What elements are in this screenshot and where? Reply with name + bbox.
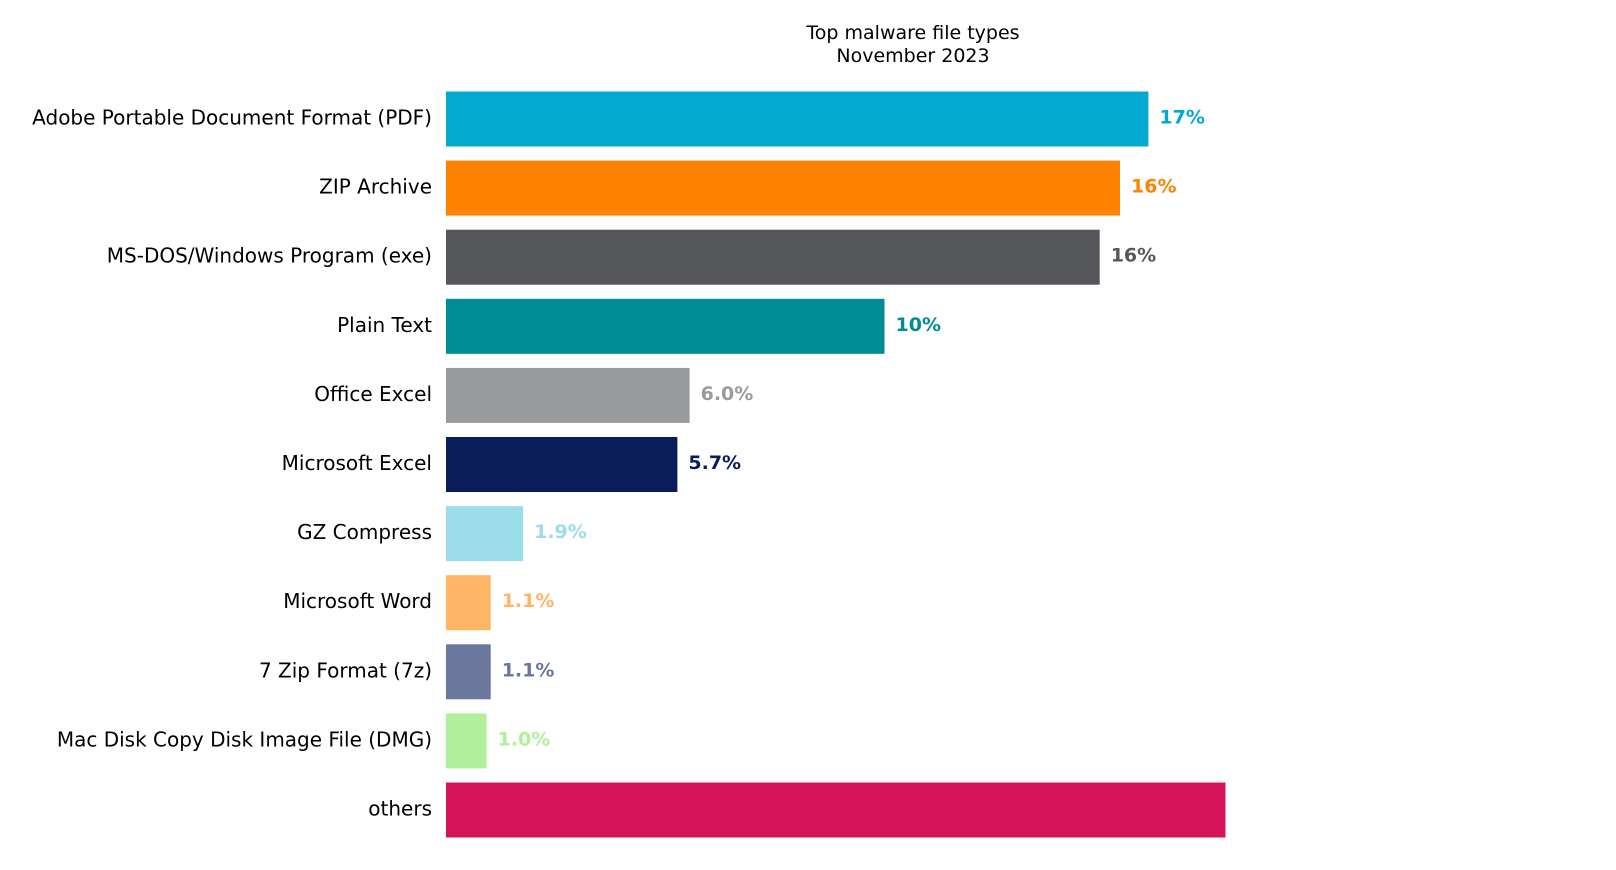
chart-title: Top malware file types — [805, 22, 1019, 44]
bar-3 — [446, 298, 885, 354]
category-label-7: Microsoft Word — [283, 589, 432, 613]
category-label-0: Adobe Portable Document Format (PDF) — [32, 106, 432, 130]
bar-6 — [446, 506, 524, 562]
bar-9 — [446, 713, 487, 769]
category-label-8: 7 Zip Format (7z) — [259, 658, 432, 682]
bar-8 — [446, 644, 491, 700]
value-label-2: 16% — [1111, 245, 1156, 267]
category-label-5: Microsoft Excel — [282, 451, 432, 475]
category-label-2: MS-DOS/Windows Program (exe) — [107, 244, 432, 268]
value-label-0: 17% — [1159, 107, 1204, 129]
category-label-10: others — [368, 797, 432, 821]
value-label-4: 6.0% — [701, 383, 754, 405]
category-label-4: Office Excel — [314, 382, 432, 406]
category-label-3: Plain Text — [337, 313, 432, 337]
value-label-5: 5.7% — [688, 452, 741, 474]
category-label-6: GZ Compress — [297, 520, 432, 544]
value-label-6: 1.9% — [534, 521, 587, 543]
value-label-9: 1.0% — [498, 728, 551, 750]
bar-0 — [446, 91, 1149, 147]
bar-1 — [446, 160, 1120, 216]
bar-10 — [446, 782, 1226, 838]
value-label-1: 16% — [1131, 176, 1176, 198]
chart-subtitle: November 2023 — [836, 45, 989, 67]
value-label-8: 1.1% — [502, 659, 555, 681]
bar-4 — [446, 367, 690, 423]
value-label-3: 10% — [896, 314, 941, 336]
bars-group: Adobe Portable Document Format (PDF) 17% Z… — [32, 91, 1226, 838]
value-label-7: 1.1% — [502, 590, 555, 612]
category-label-1: ZIP Archive — [319, 175, 432, 199]
bar-2 — [446, 229, 1100, 285]
bar-7 — [446, 575, 491, 631]
category-label-9: Mac Disk Copy Disk Image File (DMG) — [57, 727, 432, 751]
bar-5 — [446, 437, 678, 492]
